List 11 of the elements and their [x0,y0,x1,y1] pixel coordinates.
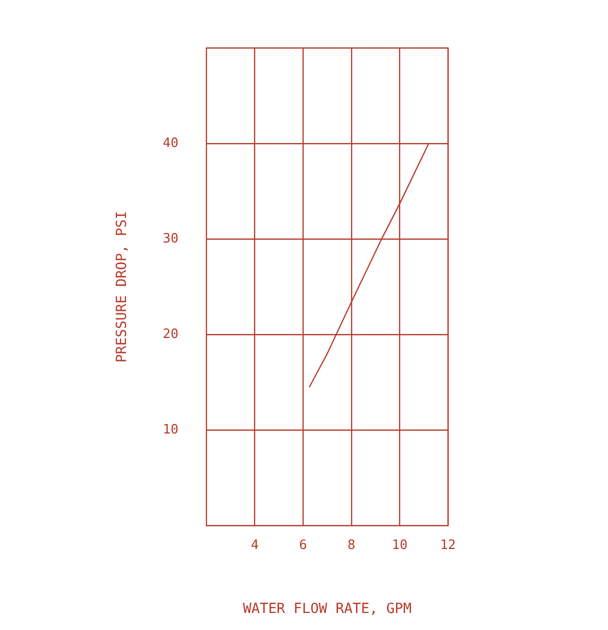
x-tick-label: 8 [347,538,356,553]
x-tick-label: 12 [440,538,456,553]
x-tick-label: 6 [299,538,307,553]
x-axis-title: WATER FLOW RATE, GPM [242,601,412,618]
y-tick-label: 40 [162,136,178,151]
x-tick-label: 10 [392,538,408,553]
y-tick-label: 10 [162,422,178,438]
y-tick-label: 30 [162,231,178,246]
x-tick-label: 4 [250,538,259,553]
y-tick-label: 20 [162,326,178,342]
y-axis-title: PRESSURE DROP, PSI [114,210,130,363]
